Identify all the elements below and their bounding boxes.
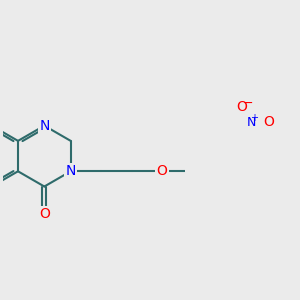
Text: O: O bbox=[263, 116, 274, 130]
Text: N: N bbox=[65, 164, 76, 178]
Text: O: O bbox=[237, 100, 248, 114]
Text: −: − bbox=[242, 97, 253, 110]
Text: O: O bbox=[39, 207, 50, 221]
Text: +: + bbox=[250, 113, 258, 123]
Text: N: N bbox=[246, 116, 256, 129]
Text: O: O bbox=[157, 164, 167, 178]
Text: N: N bbox=[39, 119, 50, 133]
